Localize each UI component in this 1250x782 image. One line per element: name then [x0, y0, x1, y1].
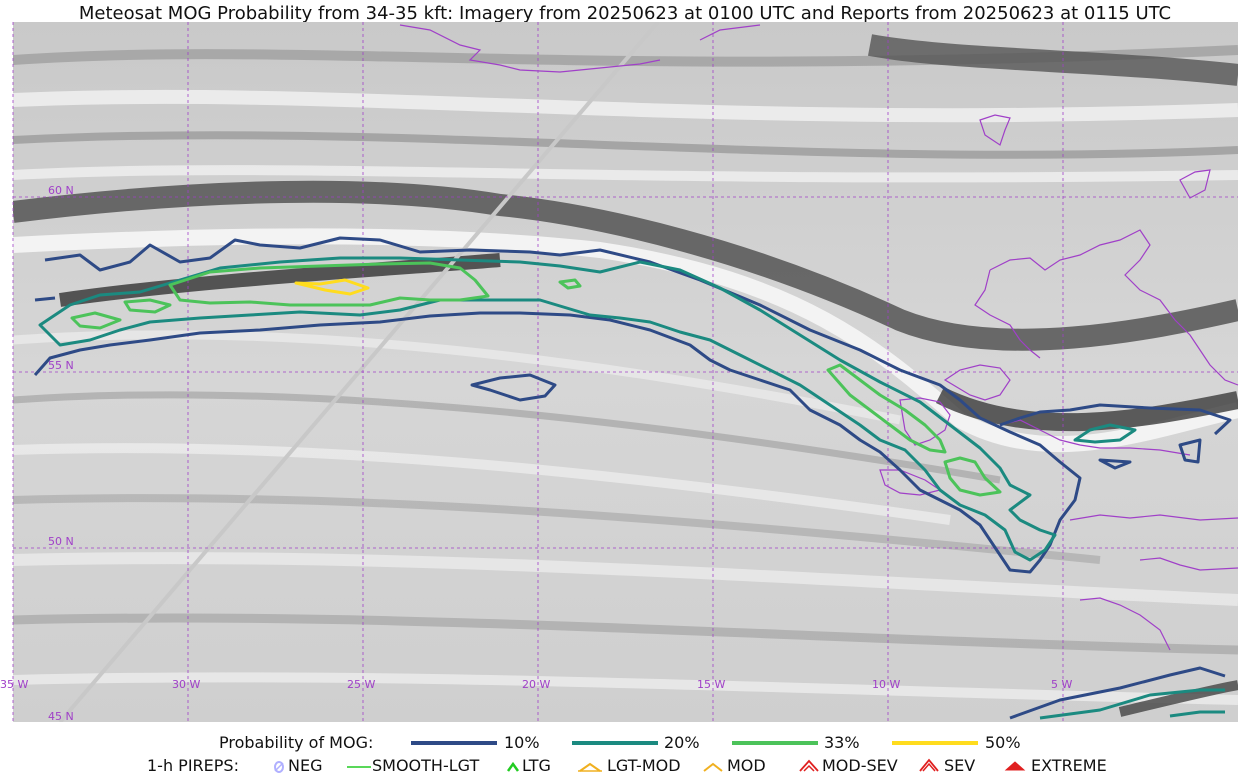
contour-10 — [33, 236, 1232, 720]
pirep-legend: 1-h PIREPS: NEG SMOOTH-LGT LTG LGT-MOD M… — [0, 756, 1250, 778]
sev-label: SEV — [944, 756, 976, 775]
mod-sev-label: MOD-SEV — [822, 756, 898, 775]
lon-label-5w: 5 W — [1051, 678, 1072, 691]
aircraft-track — [58, 22, 660, 722]
prob-50-label: 50% — [985, 733, 1021, 752]
prob-33-label: 33% — [824, 733, 860, 752]
mod-label: MOD — [727, 756, 766, 775]
extreme-icon — [1004, 761, 1026, 771]
prob-20-swatch — [572, 741, 658, 745]
figure-title: Meteosat MOG Probability from 34-35 kft:… — [78, 3, 1172, 24]
lat-label-50: 50 N — [48, 535, 74, 548]
contour-33 — [70, 261, 1002, 497]
probability-legend: Probability of MOG: 10% 20% 33% 50% — [0, 733, 1250, 755]
lgt-mod-icon — [578, 762, 602, 772]
prob-33-swatch — [732, 741, 818, 745]
ltg-label: LTG — [522, 756, 551, 775]
lat-label-60: 60 N — [48, 184, 74, 197]
mod-icon — [703, 762, 723, 772]
pirep-legend-title: 1-h PIREPS: — [147, 756, 239, 775]
lon-label-15w: 15 W — [697, 678, 725, 691]
probability-legend-title: Probability of MOG: — [219, 733, 374, 752]
lon-label-30w: 30 W — [172, 678, 200, 691]
ltg-icon — [506, 761, 520, 772]
prob-10-swatch — [411, 741, 497, 745]
latitude-labels: 60 N 55 N 50 N 45 N — [48, 184, 74, 723]
longitude-labels: 35 W 30 W 25 W 20 W 15 W 10 W 5 W — [0, 678, 1072, 691]
lon-label-25w: 25 W — [347, 678, 375, 691]
prob-10-label: 10% — [504, 733, 540, 752]
lat-label-45: 45 N — [48, 710, 74, 723]
coastlines — [399, 24, 1239, 651]
neg-label: NEG — [288, 756, 323, 775]
lon-label-10w: 10 W — [872, 678, 900, 691]
neg-icon — [274, 761, 284, 773]
lat-label-55: 55 N — [48, 359, 74, 372]
lon-label-20w: 20 W — [522, 678, 550, 691]
sev-icon — [919, 758, 939, 772]
smooth-lgt-label: SMOOTH-LGT — [372, 756, 480, 775]
lgt-mod-label: LGT-MOD — [607, 756, 681, 775]
smooth-lgt-icon — [347, 766, 371, 768]
lon-label-35w: 35 W — [0, 678, 28, 691]
extreme-label: EXTREME — [1031, 756, 1107, 775]
mod-sev-icon — [799, 759, 819, 772]
prob-50-swatch — [892, 741, 978, 745]
graticule — [12, 22, 1238, 722]
prob-20-label: 20% — [664, 733, 700, 752]
contour-50 — [294, 278, 370, 296]
